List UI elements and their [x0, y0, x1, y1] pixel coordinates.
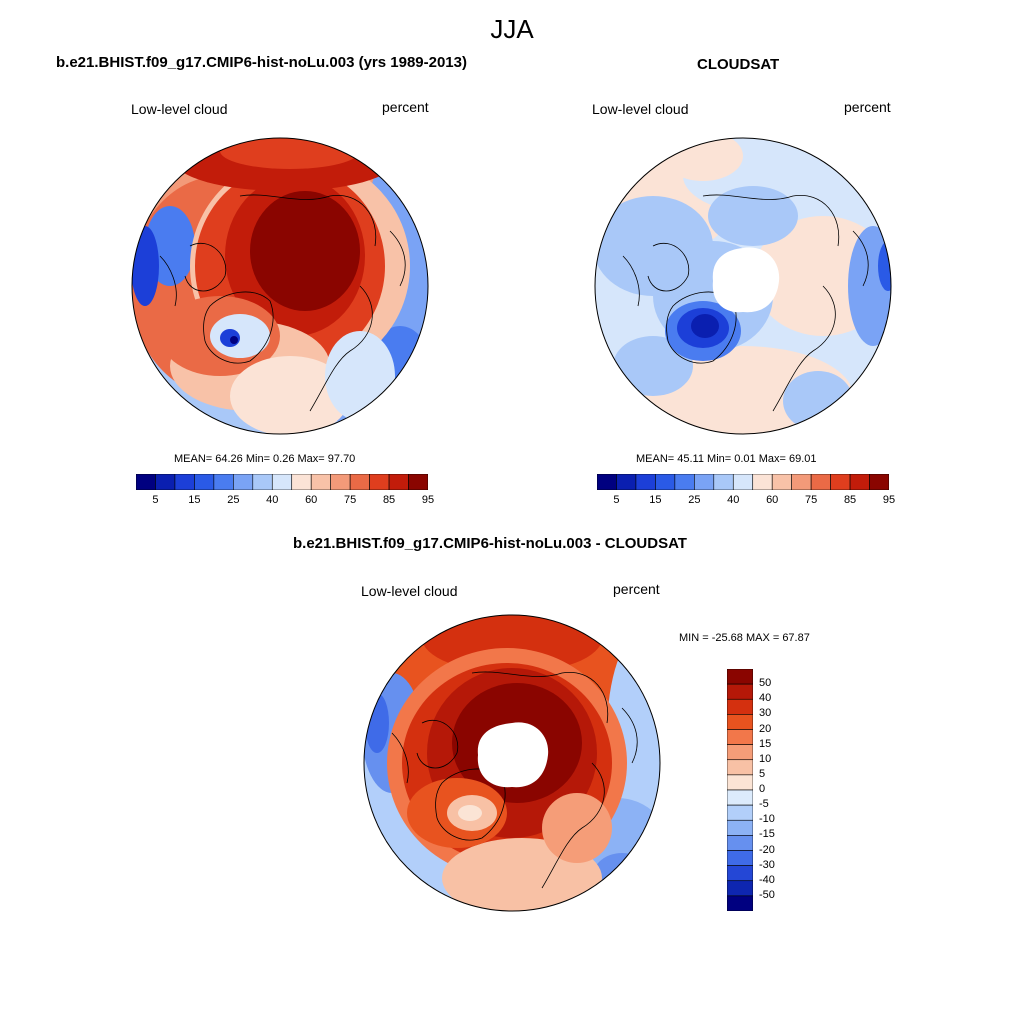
panel-3-pole-gap — [477, 722, 549, 788]
panel-3-colorbar-tick-label: -5 — [759, 798, 769, 811]
panel-3-colorbar-box — [727, 804, 753, 821]
panel-2-colorbar-tick-label: 15 — [649, 494, 662, 506]
panel-3-colorbar-tick-label: 30 — [759, 707, 772, 720]
panel-1-units-label: percent — [382, 99, 429, 115]
panel-2-colorbar-box — [597, 474, 617, 490]
panel-1-colorbar-tick-label: 85 — [382, 494, 396, 506]
panel-2-variable-label: Low-level cloud — [592, 101, 689, 117]
panel-2-colorbar-tick-label: 40 — [727, 494, 740, 506]
panel-3-colorbar-tick-label: 40 — [759, 692, 772, 705]
panel-3-colorbar-box — [727, 683, 753, 700]
panel-1-colorbar-tick-label: 60 — [305, 494, 318, 506]
panel-3-polar-map — [363, 614, 661, 912]
panel-2-colorbar-tick-label: 75 — [805, 494, 818, 506]
panel-2-colorbar-tick-label: 5 — [613, 494, 620, 506]
panel-2-colorbar-box — [732, 474, 754, 490]
panel-1-polar-map — [131, 137, 429, 435]
panel-3-colorbar-tick-label: -10 — [759, 813, 775, 826]
panel-3-colorbar-tick-label: -30 — [759, 858, 775, 871]
panel-2-colorbar-box — [810, 474, 831, 490]
panel-1-colorbar-box — [213, 474, 234, 490]
panel-3-colorbar-tick-label: 5 — [759, 767, 766, 780]
panel-2-pole-gap — [712, 247, 780, 313]
panel-2-colorbar-box — [616, 474, 637, 490]
panel-1-colorbar-box — [330, 474, 351, 490]
panel-1-colorbar-box — [369, 474, 390, 490]
panel-1-colorbar-box — [349, 474, 370, 490]
panel-2-colorbar — [597, 474, 889, 490]
season-title: JJA — [490, 14, 534, 44]
panel-2-colorbar-box — [791, 474, 812, 490]
panel-1-stats: MEAN= 64.26 Min= 0.26 Max= 97.70 — [174, 453, 356, 465]
panel-1-colorbar-tick-label: 5 — [152, 494, 159, 506]
panel-3-stats: MIN = -25.68 MAX = 67.87 — [679, 632, 810, 644]
panel-3-colorbar-box — [727, 744, 753, 761]
panel-2-polar-map — [594, 137, 892, 435]
panel-3-colorbar-box — [727, 669, 753, 685]
panel-1-colorbar-box — [310, 474, 331, 490]
panel-1-colorbar-box — [174, 474, 195, 490]
panel-1-colorbar-box — [291, 474, 312, 490]
panel-2-colorbar-box — [771, 474, 792, 490]
panel-1-colorbar — [136, 474, 428, 490]
panel-1-colorbar-box — [233, 474, 254, 490]
panel-1-colorbar-tick-label: 25 — [227, 494, 240, 506]
panel-2-colorbar-box — [694, 474, 715, 490]
panel-3-colorbar-tick-label: 10 — [759, 752, 772, 765]
panel-2-colorbar-box — [713, 474, 734, 490]
panel-3-title: b.e21.BHIST.f09_g17.CMIP6-hist-noLu.003 … — [293, 535, 687, 552]
panel-1-colorbar-box — [136, 474, 156, 490]
panel-1-colorbar-box — [194, 474, 215, 490]
panel-1-colorbar-box — [388, 474, 409, 490]
panel-2-colorbar-tick-label: 85 — [843, 494, 857, 506]
panel-3-colorbar-box — [727, 880, 753, 897]
panel-1-colorbar-tick-label: 15 — [188, 494, 201, 506]
panel-3-units-label: percent — [613, 581, 660, 597]
panel-1-colorbar-box — [271, 474, 293, 490]
panel-3-colorbar-box — [727, 895, 753, 911]
panel-2-colorbar-box — [752, 474, 773, 490]
panel-3-colorbar-tick-label: -20 — [759, 843, 775, 856]
panel-2-colorbar-tick-label: 95 — [882, 494, 896, 506]
panel-3-colorbar-box — [727, 714, 753, 730]
panel-2-colorbar-box — [655, 474, 676, 490]
panel-3-colorbar-box — [727, 774, 753, 791]
panel-2-colorbar-box — [869, 474, 889, 490]
panel-3-colorbar-tick-label: -40 — [759, 873, 775, 886]
panel-3-colorbar-tick-label: -50 — [759, 888, 775, 901]
panel-1-colorbar-tick-label: 95 — [421, 494, 435, 506]
panel-2-colorbar-box — [674, 474, 695, 490]
panel-2-colorbar-tick-label: 25 — [688, 494, 701, 506]
panel-3-colorbar-box — [727, 850, 753, 866]
panel-3-colorbar-tick-label: 20 — [759, 722, 772, 735]
panel-1-colorbar-box — [408, 474, 428, 490]
panel-1-colorbar-box — [155, 474, 176, 490]
panel-3-colorbar-box — [727, 729, 753, 745]
panel-3-colorbar-box — [727, 819, 753, 836]
panel-3-colorbar-box — [727, 698, 753, 715]
panel-1-title: b.e21.BHIST.f09_g17.CMIP6-hist-noLu.003 … — [56, 54, 467, 71]
panel-3-colorbar — [727, 669, 753, 911]
panel-3-colorbar-tick-label: 0 — [759, 783, 766, 795]
panel-2-colorbar-box — [830, 474, 851, 490]
panel-1-colorbar-box — [252, 474, 273, 490]
panel-3-variable-label: Low-level cloud — [361, 583, 458, 599]
panel-2-title: CLOUDSAT — [697, 56, 780, 73]
panel-3-colorbar-box — [727, 865, 753, 882]
panel-1-variable-label: Low-level cloud — [131, 101, 228, 117]
panel-1-colorbar-tick-label: 40 — [266, 494, 279, 506]
panel-3-colorbar-tick-label: -15 — [759, 828, 775, 841]
panel-3-colorbar-box — [727, 759, 753, 776]
panel-2-stats: MEAN= 45.11 Min= 0.01 Max= 69.01 — [636, 453, 817, 465]
panel-2-colorbar-tick-label: 60 — [766, 494, 779, 506]
panel-3-colorbar-box — [727, 835, 753, 851]
panel-2-units-label: percent — [844, 99, 891, 115]
panel-1-colorbar-tick-label: 75 — [344, 494, 357, 506]
panel-2-colorbar-box — [635, 474, 656, 490]
panel-3-colorbar-box — [727, 789, 753, 806]
panel-3-colorbar-tick-label: 15 — [759, 737, 772, 750]
panel-3-colorbar-tick-label: 50 — [759, 677, 772, 690]
panel-2-colorbar-box — [849, 474, 870, 490]
